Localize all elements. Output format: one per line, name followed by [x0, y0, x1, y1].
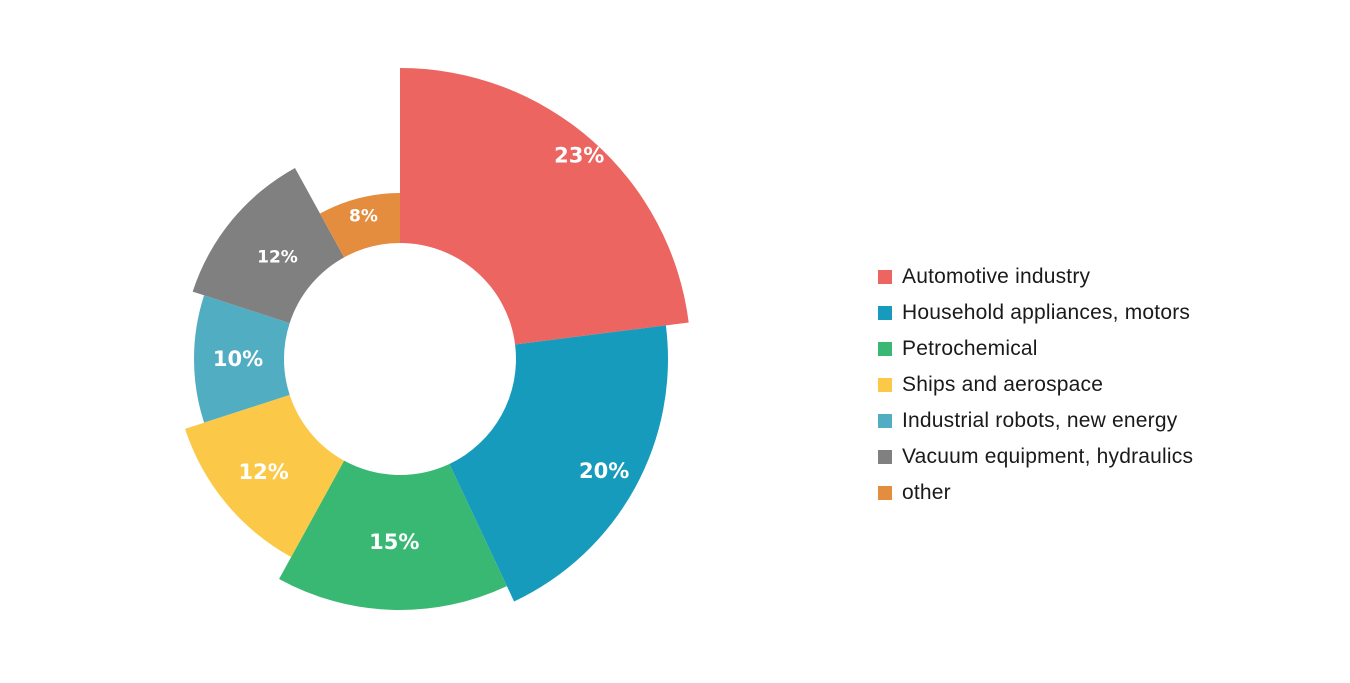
legend-label: Household appliances, motors: [902, 301, 1191, 324]
slice-value-label-1: 23%: [554, 144, 604, 168]
legend-label: Vacuum equipment, hydraulics: [902, 445, 1194, 468]
legend-item-1: Automotive industry: [878, 259, 1193, 295]
chart-legend: Automotive industry Household appliances,…: [878, 259, 1193, 511]
legend-label: other: [902, 481, 951, 504]
pie-slice-3: [279, 460, 507, 611]
pie-slice-4: [185, 394, 345, 558]
legend-swatch: [878, 342, 892, 356]
rose-donut-chart: 23% 20% 15% 12% 10% 12% 8%: [185, 68, 689, 611]
legend-swatch: [878, 414, 892, 428]
slice-value-label-2: 20%: [579, 459, 629, 483]
pie-slice-2: [449, 325, 668, 602]
legend-item-2: Household appliances, motors: [878, 295, 1193, 331]
slice-value-label-3: 15%: [369, 530, 419, 554]
legend-item-4: Ships and aerospace: [878, 367, 1193, 403]
legend-label: Ships and aerospace: [902, 373, 1104, 396]
legend-label: Automotive industry: [902, 265, 1091, 288]
legend-swatch: [878, 306, 892, 320]
pie-slice-7: [320, 193, 400, 258]
pie-slice-5: [194, 295, 290, 423]
legend-item-5: Industrial robots, new energy: [878, 403, 1193, 439]
slice-value-label-6: 12%: [257, 248, 298, 268]
legend-label: Petrochemical: [902, 337, 1038, 360]
legend-item-7: other: [878, 475, 1193, 511]
slice-value-label-5: 10%: [213, 347, 263, 371]
pie-slice-6: [192, 167, 345, 324]
legend-swatch: [878, 450, 892, 464]
legend-swatch: [878, 378, 892, 392]
legend-label: Industrial robots, new energy: [902, 409, 1178, 432]
slice-value-label-7: 8%: [349, 207, 378, 227]
legend-item-3: Petrochemical: [878, 331, 1193, 367]
slice-value-label-4: 12%: [238, 460, 288, 484]
pie-slice-1: [400, 68, 689, 345]
legend-swatch: [878, 486, 892, 500]
legend-item-6: Vacuum equipment, hydraulics: [878, 439, 1193, 475]
chart-svg: 23% 20% 15% 12% 10% 12% 8%: [185, 68, 689, 611]
legend-swatch: [878, 270, 892, 284]
